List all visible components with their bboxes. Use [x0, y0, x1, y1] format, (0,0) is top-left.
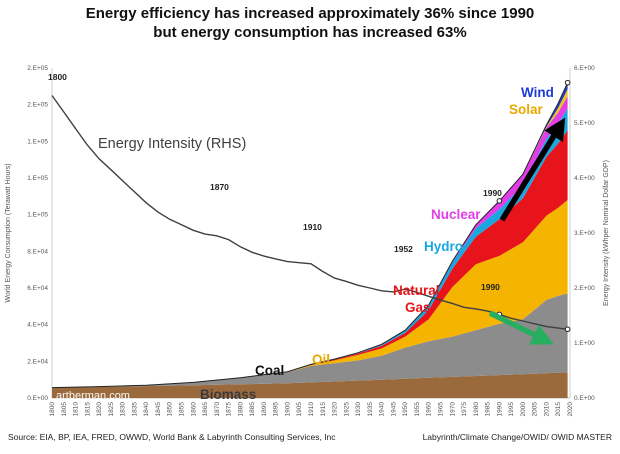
source-note: Source: EIA, BP, IEA, FRED, OWWD, World … — [8, 432, 336, 442]
x-tick: 2020 — [567, 402, 574, 417]
y-left-tick: 2.E+05 — [27, 102, 48, 109]
x-tick: 1985 — [485, 402, 492, 417]
x-tick: 1885 — [249, 402, 256, 417]
x-tick: 1930 — [355, 402, 362, 417]
x-tick: 1910 — [308, 402, 315, 417]
credit-note: Labyrinth/Climate Change/OWID/ OWID MAST… — [422, 432, 612, 442]
x-tick: 1825 — [108, 402, 115, 417]
label-wind: Wind — [521, 85, 554, 100]
black-arrow — [499, 117, 566, 222]
x-tick: 2010 — [543, 402, 550, 417]
y-left-tick: 2.E+04 — [27, 358, 48, 365]
label-oil: Oil — [312, 352, 330, 367]
marker-1990-total — [496, 198, 503, 204]
y-right-tick: 1.E+00 — [574, 340, 595, 347]
x-tick: 1995 — [508, 402, 515, 417]
x-tick: 1810 — [73, 402, 80, 417]
y-left-tick: 4.E+04 — [27, 322, 48, 329]
label-year-1910: 1910 — [303, 222, 322, 232]
label-solar: Solar — [509, 102, 544, 117]
x-tick: 1945 — [390, 402, 397, 417]
x-tick: 2000 — [520, 402, 527, 417]
x-tick: 1980 — [473, 402, 480, 417]
chart-title-line2: but energy consumption has increased 63% — [153, 24, 467, 41]
label-year-1870: 1870 — [210, 182, 229, 192]
x-tick: 1835 — [131, 402, 138, 417]
green-arrow — [488, 310, 554, 345]
x-tick: 1870 — [214, 402, 221, 417]
x-tick: 1935 — [367, 402, 374, 417]
y-right-tick: 6.E+00 — [574, 65, 595, 72]
x-tick: 1865 — [202, 402, 209, 417]
y-right-tick: 4.E+00 — [574, 175, 595, 182]
total-outline — [51, 82, 569, 389]
area-biomass — [52, 372, 568, 398]
x-tick: 1875 — [226, 402, 233, 417]
label-year-1800: 1800 — [48, 72, 67, 82]
x-tick: 1915 — [320, 402, 327, 417]
x-tick: 1845 — [155, 402, 162, 417]
area-coal — [52, 293, 568, 388]
x-tick: 1800 — [49, 402, 56, 417]
x-tick: 1960 — [426, 402, 433, 417]
y-right-tick: 5.E+00 — [574, 120, 595, 127]
intensity-line — [51, 95, 568, 330]
y-left-tick: 2.E+05 — [27, 65, 48, 72]
x-tick: 1925 — [343, 402, 350, 417]
y-left-tick: 1.E+05 — [27, 212, 48, 219]
x-tick: 1895 — [273, 402, 280, 417]
x-tick: 1970 — [449, 402, 456, 417]
y-left-tick: 6.E+04 — [27, 285, 48, 292]
y-right-tick: 2.E+00 — [574, 285, 595, 292]
x-tick: 1905 — [296, 402, 303, 417]
x-tick: 1920 — [332, 402, 339, 417]
y-left-tick: 0.E+00 — [27, 395, 48, 402]
watermark-logo: artberman.com — [56, 390, 130, 402]
y-left-tick: 1.E+05 — [27, 175, 48, 182]
area-hydro — [52, 108, 568, 388]
x-tick: 1820 — [96, 402, 103, 417]
label-energy-intensity: Energy Intensity (RHS) — [98, 136, 246, 152]
label-hydro: Hydro — [424, 239, 463, 254]
x-tick: 1890 — [261, 402, 268, 417]
label-biomass: Biomass — [200, 387, 256, 402]
x-tick: 2005 — [532, 402, 539, 417]
x-tick: 1900 — [284, 402, 291, 417]
label-year-1990-intensity: 1990 — [481, 282, 500, 292]
chart-title-line1: Energy efficiency has increased approxim… — [85, 5, 535, 22]
x-tick: 1955 — [414, 402, 421, 417]
area-natural-gas — [52, 130, 568, 388]
label-year-1990-total: 1990 — [483, 188, 502, 198]
x-tick: 1880 — [237, 402, 244, 417]
x-tick: 1975 — [461, 402, 468, 417]
area-oil — [52, 200, 568, 388]
y-right-label: Energy Intensity (kWhper Nominal Dollar … — [603, 160, 610, 306]
x-tick: 2015 — [555, 402, 562, 417]
label-coal: Coal — [255, 363, 284, 378]
y-left-tick: 8.E+04 — [27, 248, 48, 255]
label-natural-gas: Natural Gas — [393, 283, 440, 315]
y-left-label: World Energy Consumption (Terawatt Hours… — [5, 163, 12, 302]
x-tick: 1950 — [402, 402, 409, 417]
y-right-tick: 0.E+00 — [574, 395, 595, 402]
x-tick: 1965 — [438, 402, 445, 417]
label-year-1952: 1952 — [394, 244, 413, 254]
y-right-tick: 3.E+00 — [574, 230, 595, 237]
x-tick: 1850 — [167, 402, 174, 417]
x-tick: 1830 — [120, 402, 127, 417]
x-tick: 1815 — [84, 402, 91, 417]
x-tick: 1855 — [179, 402, 186, 417]
x-tick: 1860 — [190, 402, 197, 417]
marker-2019-total — [564, 79, 571, 86]
x-tick: 1990 — [496, 402, 503, 417]
x-tick: 1940 — [379, 402, 386, 417]
y-left-tick: 1.E+05 — [27, 138, 48, 145]
label-nuclear: Nuclear — [431, 207, 481, 222]
marker-2019-intensity — [564, 326, 571, 333]
x-tick: 1840 — [143, 402, 150, 417]
x-tick: 1805 — [61, 402, 68, 417]
